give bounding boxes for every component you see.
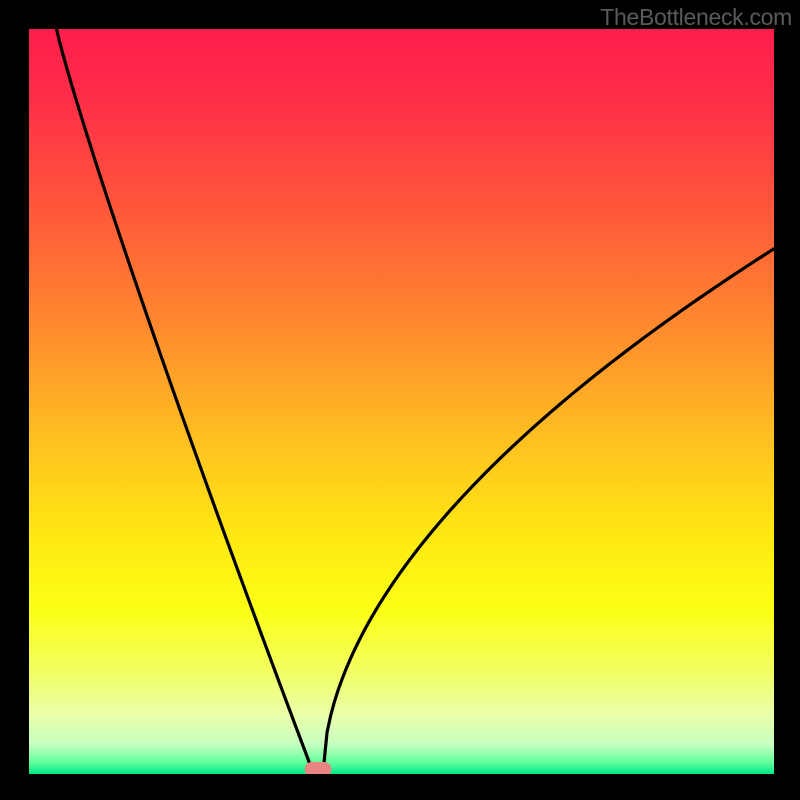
chart-area (29, 29, 774, 774)
gradient-background (29, 29, 774, 774)
optimal-point-marker (305, 762, 332, 774)
watermark-label: TheBottleneck.com (600, 4, 792, 31)
bottleneck-chart (29, 29, 774, 774)
